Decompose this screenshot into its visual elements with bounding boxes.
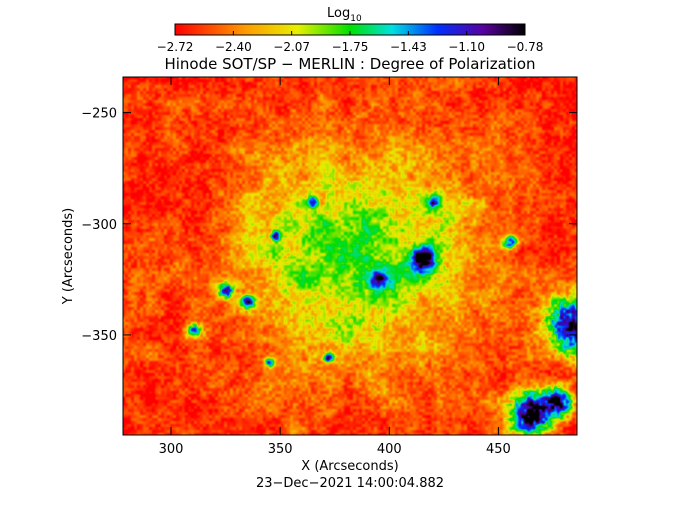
- colorbar-label: Log10: [327, 6, 362, 24]
- y-tick-label: −250: [81, 107, 117, 122]
- plot-frame: [122, 76, 578, 436]
- colorbar-tick-label: −1.10: [448, 40, 485, 54]
- colorbar-tick-label: −2.72: [157, 40, 194, 54]
- x-tick-label: 300: [159, 442, 184, 457]
- y-tick-label: −300: [81, 218, 117, 233]
- colorbar-tick-label: −2.07: [273, 40, 310, 54]
- x-tick-label: 400: [377, 442, 402, 457]
- x-tick-label: 350: [268, 442, 293, 457]
- heatmap-image: [123, 77, 577, 435]
- colorbar-tick-label: −1.75: [332, 40, 369, 54]
- colorbar-tick-label: −0.78: [507, 40, 544, 54]
- y-axis-label: Y (Arcseconds): [61, 208, 76, 305]
- colorbar-tick-label: −1.43: [390, 40, 427, 54]
- chart-title: Hinode SOT/SP − MERLIN : Degree of Polar…: [164, 55, 535, 73]
- y-tick-label: −350: [81, 329, 117, 344]
- colorbar-ticks: −2.72 −2.40 −2.07 −1.75 −1.43 −1.10 −0.78: [157, 31, 544, 54]
- x-axis: 300 350 400 450: [159, 77, 511, 457]
- y-axis: −250 −300 −350: [81, 107, 577, 344]
- x-tick-label: 450: [486, 442, 511, 457]
- timestamp: 23−Dec−2021 14:00:04.882: [256, 476, 444, 491]
- x-axis-label: X (Arcseconds): [301, 459, 398, 474]
- colorbar-tick-label: −2.40: [215, 40, 252, 54]
